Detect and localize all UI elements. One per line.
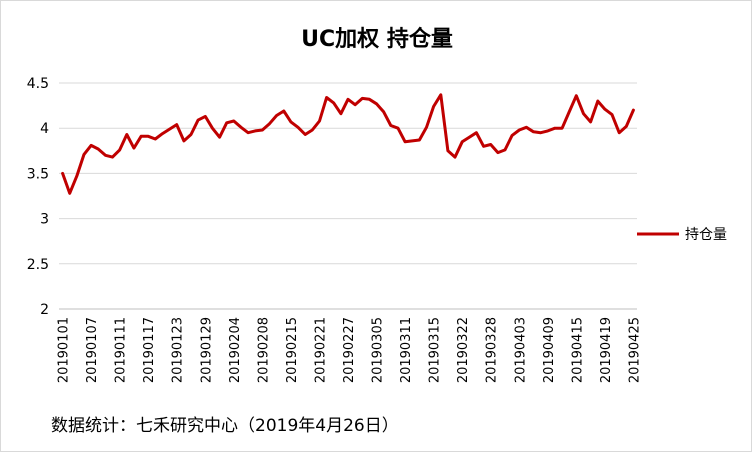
x-tick-label: 20190305 xyxy=(371,317,386,383)
series-line-持仓量 xyxy=(61,93,635,195)
x-tick-label: 20190415 xyxy=(570,317,585,383)
x-tick-label: 20190409 xyxy=(542,317,557,383)
footer-source: 数据统计：七禾研究中心（2019年4月26日） xyxy=(51,416,399,436)
y-axis-ticks: 4.5 4 3.5 3 2.5 2 xyxy=(27,76,49,318)
gridlines xyxy=(59,82,637,310)
x-tick-label: 20190221 xyxy=(313,317,328,383)
x-tick-label: 20190419 xyxy=(599,317,614,383)
x-tick-label: 20190215 xyxy=(285,317,300,383)
x-tick-label: 20190117 xyxy=(142,317,157,383)
legend: 持仓量 xyxy=(637,227,727,243)
legend-label: 持仓量 xyxy=(685,227,727,243)
x-tick-label: 20190123 xyxy=(171,317,186,383)
x-tick-label: 20190204 xyxy=(228,317,243,383)
x-tick-label: 20190129 xyxy=(199,317,214,383)
x-tick-label: 20190111 xyxy=(114,317,129,383)
x-tick-label: 20190328 xyxy=(485,317,500,383)
chart-title: UC加权 持仓量 xyxy=(301,26,453,52)
y-tick-label: 3 xyxy=(40,212,49,228)
x-tick-label: 20190208 xyxy=(256,317,271,383)
x-tick-label: 20190227 xyxy=(342,317,357,383)
x-tick-label: 20190403 xyxy=(513,317,528,383)
x-tick-label: 20190311 xyxy=(399,317,414,383)
y-tick-label: 4 xyxy=(40,121,49,137)
y-tick-label: 2 xyxy=(40,302,49,318)
x-axis-ticks: 20190101 20190107 20190111 20190117 20190123… xyxy=(57,317,643,383)
y-tick-label: 2.5 xyxy=(27,257,49,273)
y-tick-label: 4.5 xyxy=(27,76,49,92)
x-tick-label: 20190101 xyxy=(57,317,72,383)
x-tick-label: 20190425 xyxy=(627,317,642,383)
y-tick-label: 3.5 xyxy=(27,166,49,182)
x-tick-label: 20190315 xyxy=(428,317,443,383)
x-tick-label: 20190322 xyxy=(456,317,471,383)
x-tick-label: 20190107 xyxy=(85,317,100,383)
